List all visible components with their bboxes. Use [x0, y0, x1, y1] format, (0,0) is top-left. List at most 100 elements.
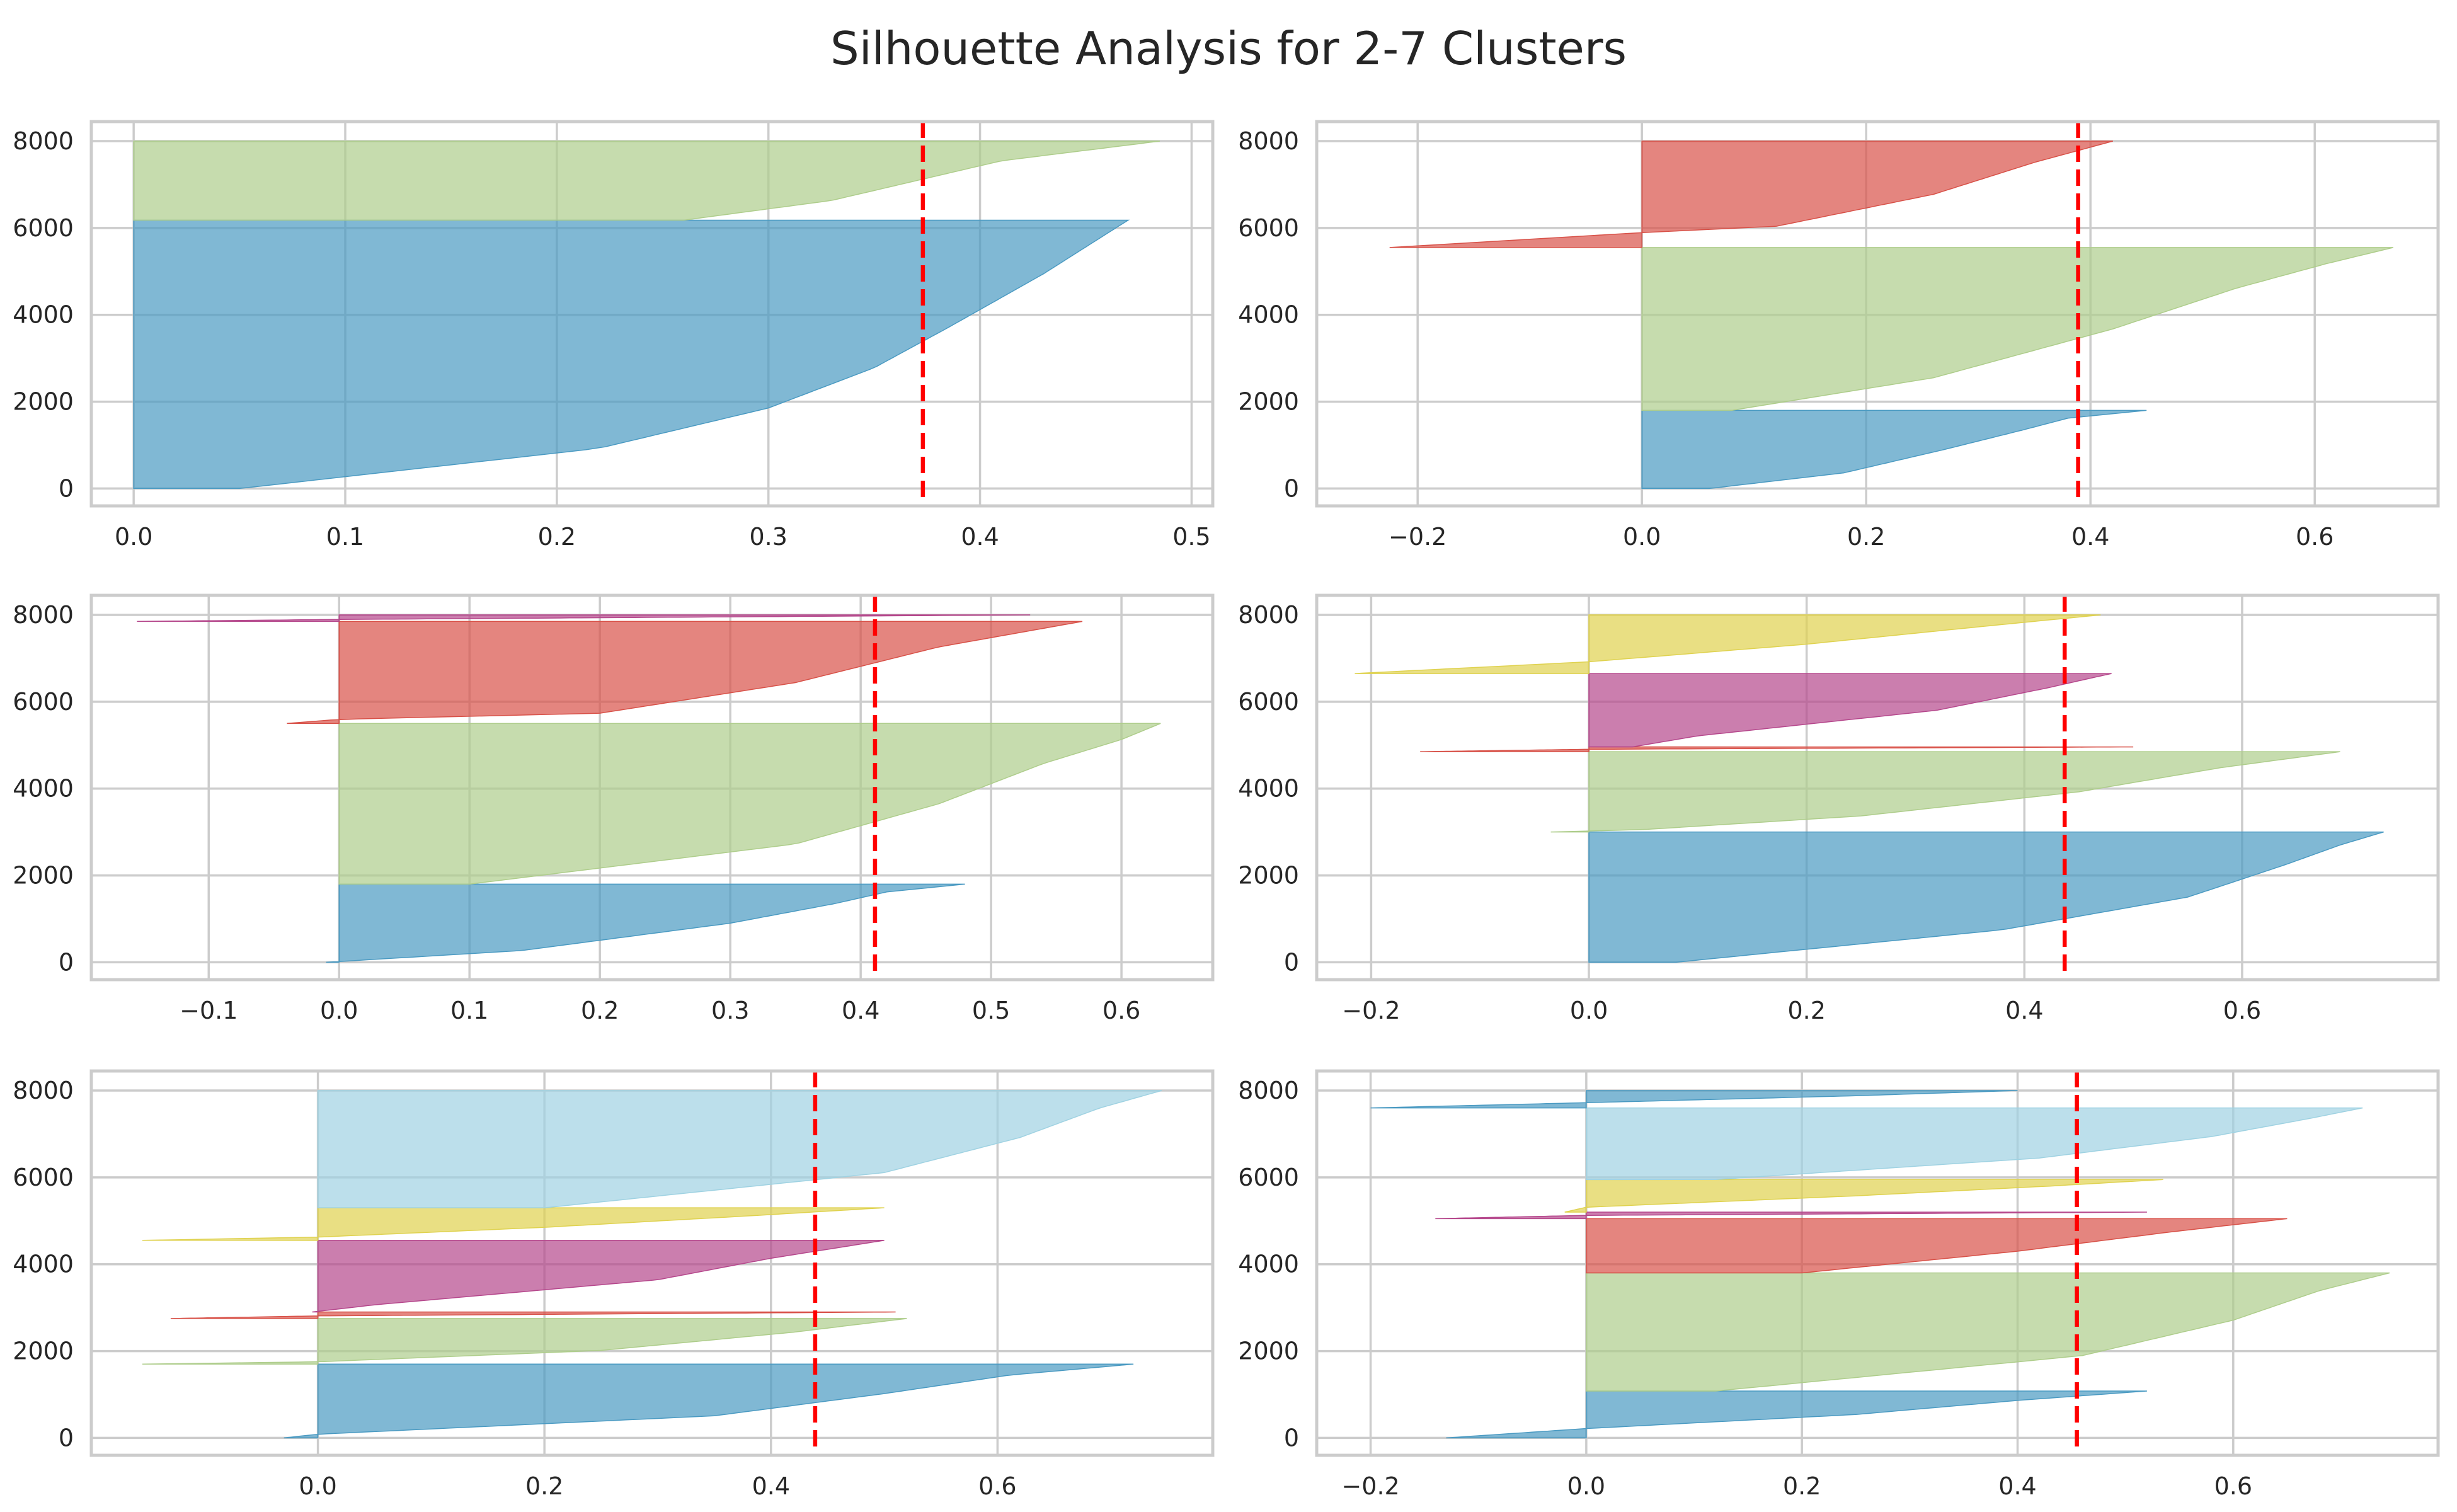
- x-tick-label: 0.2: [1847, 523, 1885, 551]
- y-tick-label: 0: [1284, 474, 1299, 502]
- cluster-0-silhouette: [1641, 410, 2147, 490]
- y-tick-label: 2000: [1238, 1337, 1299, 1365]
- x-tick-label: 0.3: [749, 523, 787, 551]
- x-tick-label: 0.4: [2005, 997, 2043, 1024]
- x-tick-label: 0.0: [1623, 523, 1661, 551]
- silhouette-subplot-7: −0.2 0.0 0.2 0.4 0.6 0 2000 4000 6000 8000: [1238, 1069, 2440, 1500]
- cluster-1-silhouette: [1550, 751, 2340, 833]
- x-tick-label: −0.2: [1389, 523, 1446, 551]
- cluster-2-silhouette: [1586, 1218, 2288, 1274]
- x-tick-label: 0.1: [326, 523, 364, 551]
- y-tick-label: 8000: [13, 601, 74, 629]
- x-tick-label: 0.2: [581, 997, 619, 1024]
- cluster-2-silhouette: [1420, 746, 2134, 752]
- silhouette-areas: [1354, 614, 2384, 963]
- y-tick-label: 2000: [1238, 862, 1299, 890]
- y-tick-label: 8000: [1238, 601, 1299, 629]
- subplots: 0.0 0.1 0.2 0.3 0.4 0.5 0 2000 4000 6000 8000 −0.2 0…: [13, 120, 2440, 1500]
- y-tick-label: 2000: [13, 862, 74, 890]
- cluster-1-silhouette: [338, 723, 1161, 885]
- x-tick-label: 0.4: [961, 523, 999, 551]
- y-tick-label: 2000: [13, 388, 74, 416]
- x-tick-label: 0.4: [2071, 523, 2109, 551]
- axes-frame: [1315, 1069, 2440, 1457]
- cluster-1-silhouette: [133, 140, 1160, 221]
- cluster-1-silhouette: [1641, 247, 2393, 411]
- x-tick-label: 0.3: [711, 997, 749, 1024]
- y-tick-label: 0: [1284, 1424, 1299, 1452]
- x-tick-label: 0.5: [1172, 523, 1210, 551]
- silhouette-areas: [1370, 1090, 2390, 1439]
- y-tick-label: 6000: [13, 1164, 74, 1191]
- silhouette-areas: [137, 614, 1161, 963]
- silhouette-subplot-4: −0.1 0.0 0.1 0.2 0.3 0.4 0.5 0.6 0 2000 4000 6000 80…: [13, 593, 1215, 1024]
- silhouette-areas: [1389, 140, 2393, 490]
- figure-title: Silhouette Analysis for 2-7 Clusters: [830, 22, 1627, 75]
- cluster-2-silhouette: [287, 621, 1083, 724]
- grid: [1317, 122, 2438, 506]
- y-tick-label: 8000: [1238, 127, 1299, 155]
- y-tick-label: 0: [1284, 948, 1299, 976]
- y-tick-label: 2000: [13, 1337, 74, 1365]
- silhouette-areas: [133, 140, 1160, 490]
- x-tick-label: 0.0: [299, 1472, 336, 1500]
- cluster-0-silhouette: [284, 1363, 1134, 1439]
- x-tick-label: 0.5: [972, 997, 1010, 1024]
- axes-frame: [89, 593, 1215, 982]
- cluster-4-silhouette: [142, 1207, 885, 1241]
- cluster-0-silhouette: [326, 883, 965, 963]
- x-tick-label: 0.2: [538, 523, 576, 551]
- cluster-3-silhouette: [1588, 673, 2112, 748]
- y-tick-label: 6000: [13, 214, 74, 242]
- y-tick-label: 4000: [1238, 775, 1299, 803]
- x-tick-label: −0.2: [1341, 1472, 1399, 1500]
- x-tick-label: 0.1: [450, 997, 488, 1024]
- cluster-1-silhouette: [142, 1318, 907, 1365]
- silhouette-subplot-5: −0.2 0.0 0.2 0.4 0.6 0 2000 4000 6000 8000: [1238, 593, 2440, 1024]
- x-tick-label: 0.2: [1787, 997, 1825, 1024]
- cluster-3-silhouette: [137, 614, 1031, 622]
- y-tick-label: 6000: [13, 688, 74, 716]
- cluster-6-silhouette: [1370, 1090, 2018, 1109]
- y-tick-label: 2000: [1238, 388, 1299, 416]
- y-tick-label: 0: [59, 474, 74, 502]
- cluster-4-silhouette: [1354, 614, 2101, 674]
- axes-frame: [89, 120, 1215, 508]
- x-tick-label: 0.2: [525, 1472, 563, 1500]
- x-tick-label: 0.6: [2223, 997, 2261, 1024]
- silhouette-areas: [142, 1090, 1162, 1439]
- y-tick-label: 4000: [13, 301, 74, 329]
- y-tick-label: 4000: [1238, 301, 1299, 329]
- x-tick-label: 0.0: [115, 523, 152, 551]
- y-tick-label: 6000: [1238, 214, 1299, 242]
- silhouette-subplot-6: 0.0 0.2 0.4 0.6 0 2000 4000 6000 8000: [13, 1069, 1215, 1500]
- cluster-3-silhouette: [1435, 1211, 2147, 1220]
- cluster-5-silhouette: [1586, 1107, 2363, 1181]
- x-tick-label: 0.0: [1570, 997, 1608, 1024]
- silhouette-subplot-2: 0.0 0.1 0.2 0.3 0.4 0.5 0 2000 4000 6000 8000: [13, 120, 1215, 551]
- x-tick-label: 0.0: [1567, 1472, 1605, 1500]
- x-tick-label: 0.6: [2214, 1472, 2252, 1500]
- cluster-1-silhouette: [1586, 1272, 2390, 1392]
- y-tick-label: 6000: [1238, 1164, 1299, 1191]
- y-tick-label: 4000: [13, 775, 74, 803]
- x-tick-label: −0.1: [180, 997, 238, 1024]
- y-tick-label: 6000: [1238, 688, 1299, 716]
- axes-frame: [1315, 593, 2440, 982]
- y-tick-label: 0: [59, 948, 74, 976]
- cluster-3-silhouette: [312, 1240, 885, 1313]
- y-tick-label: 8000: [1238, 1077, 1299, 1104]
- x-tick-label: −0.2: [1342, 997, 1400, 1024]
- y-tick-label: 8000: [13, 1077, 74, 1104]
- x-tick-label: 0.4: [1998, 1472, 2036, 1500]
- x-tick-label: 0.2: [1783, 1472, 1821, 1500]
- y-tick-label: 0: [59, 1424, 74, 1452]
- x-tick-label: 0.4: [752, 1472, 790, 1500]
- cluster-2-silhouette: [1389, 140, 2113, 248]
- cluster-0-silhouette: [133, 219, 1130, 490]
- y-tick-label: 4000: [13, 1251, 74, 1278]
- y-tick-label: 8000: [13, 127, 74, 155]
- x-tick-label: 0.6: [1102, 997, 1140, 1024]
- x-tick-label: 0.6: [2296, 523, 2334, 551]
